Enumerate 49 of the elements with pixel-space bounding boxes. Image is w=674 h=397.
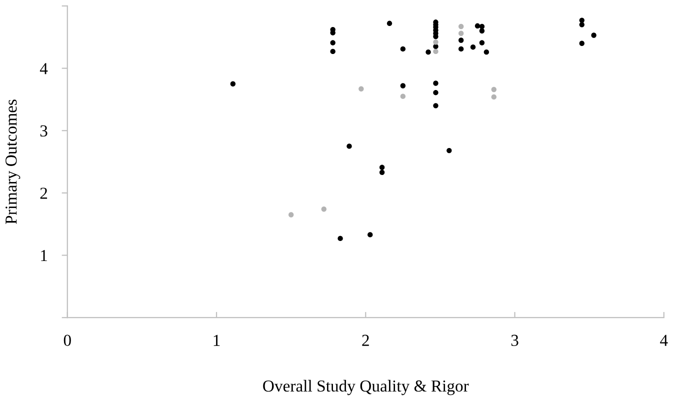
point (386, 20, 392, 26)
point (579, 40, 584, 46)
point (379, 170, 385, 175)
point (346, 144, 352, 149)
point (484, 49, 490, 55)
point (338, 236, 343, 242)
point (458, 46, 464, 52)
point (458, 24, 464, 30)
x-tick-label: 3 (511, 334, 518, 346)
point (433, 80, 438, 86)
point (470, 44, 476, 50)
point (433, 44, 438, 50)
point (330, 40, 336, 46)
y-tick-label: 1 (41, 250, 47, 262)
point (433, 103, 438, 108)
point (426, 49, 431, 55)
point (433, 40, 438, 45)
point (579, 22, 584, 28)
x-tick-label: 1 (214, 334, 220, 346)
point (458, 38, 464, 43)
x-tick-label: 2 (362, 334, 369, 346)
point (230, 81, 236, 86)
x-tick-label: 0 (64, 334, 71, 346)
point (491, 86, 496, 92)
point (330, 48, 336, 54)
point (491, 94, 496, 100)
point (446, 148, 452, 154)
point (288, 212, 294, 218)
point (474, 23, 480, 28)
x-tick-label: 4 (660, 334, 668, 346)
point (479, 24, 485, 30)
x-axis-title: Overall Study Quality & Rigor (263, 380, 469, 396)
y-axis-title: Primary Outcomes (6, 100, 20, 224)
y-tick-label: 4 (40, 63, 48, 74)
point (368, 232, 373, 238)
point (479, 28, 485, 34)
point (479, 40, 485, 46)
point (321, 206, 326, 212)
point (400, 94, 406, 99)
y-tick-label: 3 (40, 125, 48, 137)
point (458, 30, 464, 36)
y-tick-label: 2 (40, 188, 48, 199)
point (400, 46, 406, 52)
point (433, 48, 438, 54)
point (591, 32, 596, 38)
point (358, 86, 364, 92)
point (433, 90, 438, 96)
point (379, 164, 385, 170)
point (400, 83, 406, 88)
